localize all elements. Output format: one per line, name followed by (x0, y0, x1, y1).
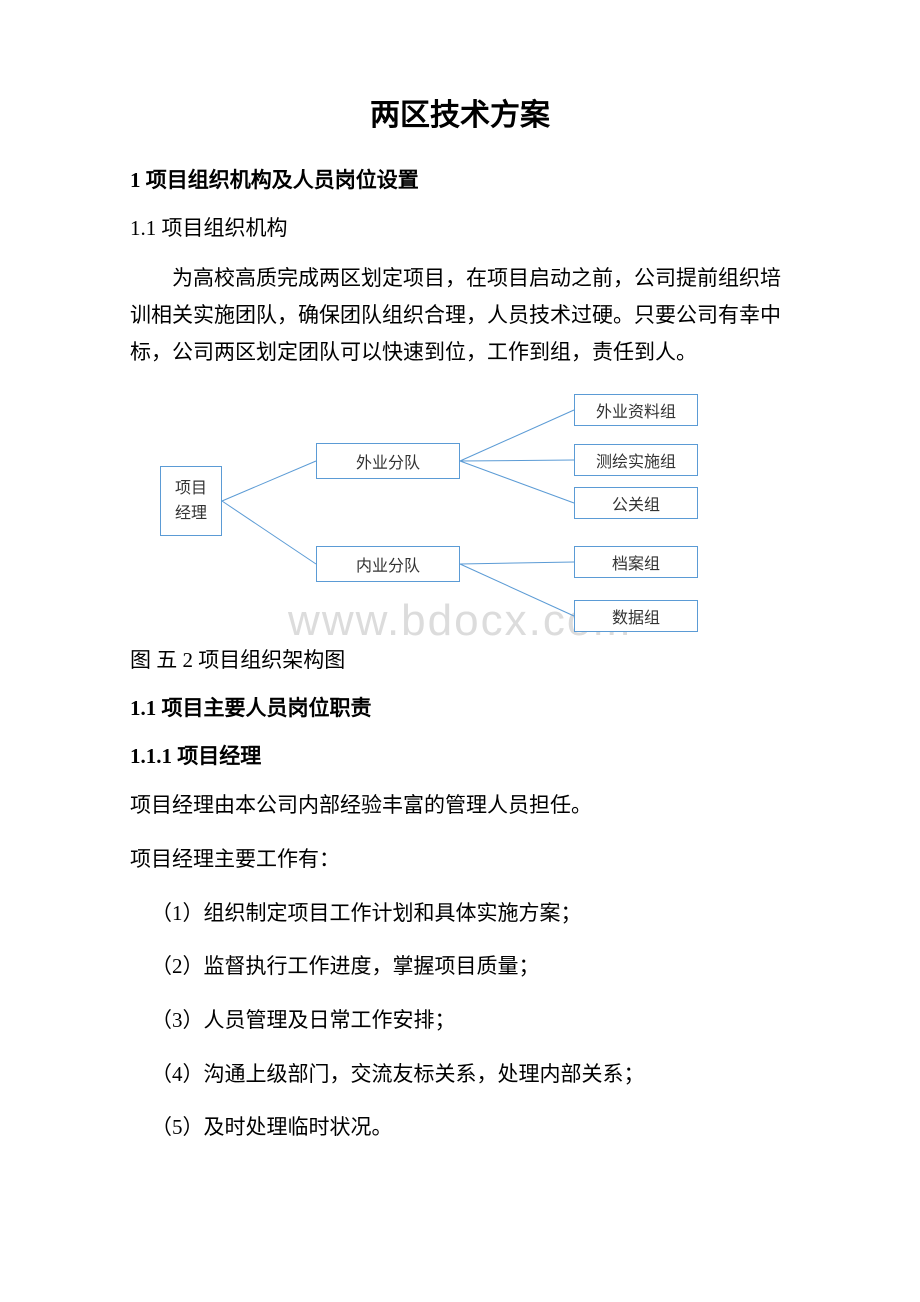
org-chart-diagram: 项目经理 外业分队 内业分队 外业资料组 测绘实施组 公关组 档案组 数据组 (140, 384, 800, 634)
duty-item: （3）人员管理及日常工作安排； (130, 1003, 790, 1039)
duty-item: （1）组织制定项目工作计划和具体实施方案； (130, 896, 790, 932)
node-survey-group: 测绘实施组 (574, 444, 698, 476)
node-office-team: 内业分队 (316, 546, 460, 582)
heading-section-1-1b: 1.1 项目主要人员岗位职责 (130, 692, 790, 722)
document-content: 两区技术方案 1 项目组织机构及人员岗位设置 1.1 项目组织机构 为高校高质完… (130, 90, 790, 1146)
duty-item: （2）监督执行工作进度，掌握项目质量； (130, 949, 790, 985)
node-project-manager: 项目经理 (160, 466, 222, 536)
document-title: 两区技术方案 (130, 90, 790, 134)
heading-section-1-1: 1.1 项目组织机构 (130, 212, 790, 242)
intro-paragraph: 为高校高质完成两区划定项目，在项目启动之前，公司提前组织培训相关实施团队，确保团… (130, 260, 790, 370)
heading-section-1-1-1: 1.1.1 项目经理 (130, 740, 790, 770)
pm-description-1: 项目经理由本公司内部经验丰富的管理人员担任。 (130, 788, 790, 824)
pm-description-2: 项目经理主要工作有： (130, 842, 790, 878)
figure-caption: 图 五 2 项目组织架构图 (130, 644, 790, 674)
duty-item: （5）及时处理临时状况。 (130, 1110, 790, 1146)
duty-item: （4）沟通上级部门，交流友标关系，处理内部关系； (130, 1057, 790, 1093)
node-data-group: 数据组 (574, 600, 698, 632)
node-field-data-group: 外业资料组 (574, 394, 698, 426)
heading-section-1: 1 项目组织机构及人员岗位设置 (130, 164, 790, 194)
node-archive-group: 档案组 (574, 546, 698, 578)
node-field-team: 外业分队 (316, 443, 460, 479)
connector-lines (140, 384, 800, 634)
node-pr-group: 公关组 (574, 487, 698, 519)
